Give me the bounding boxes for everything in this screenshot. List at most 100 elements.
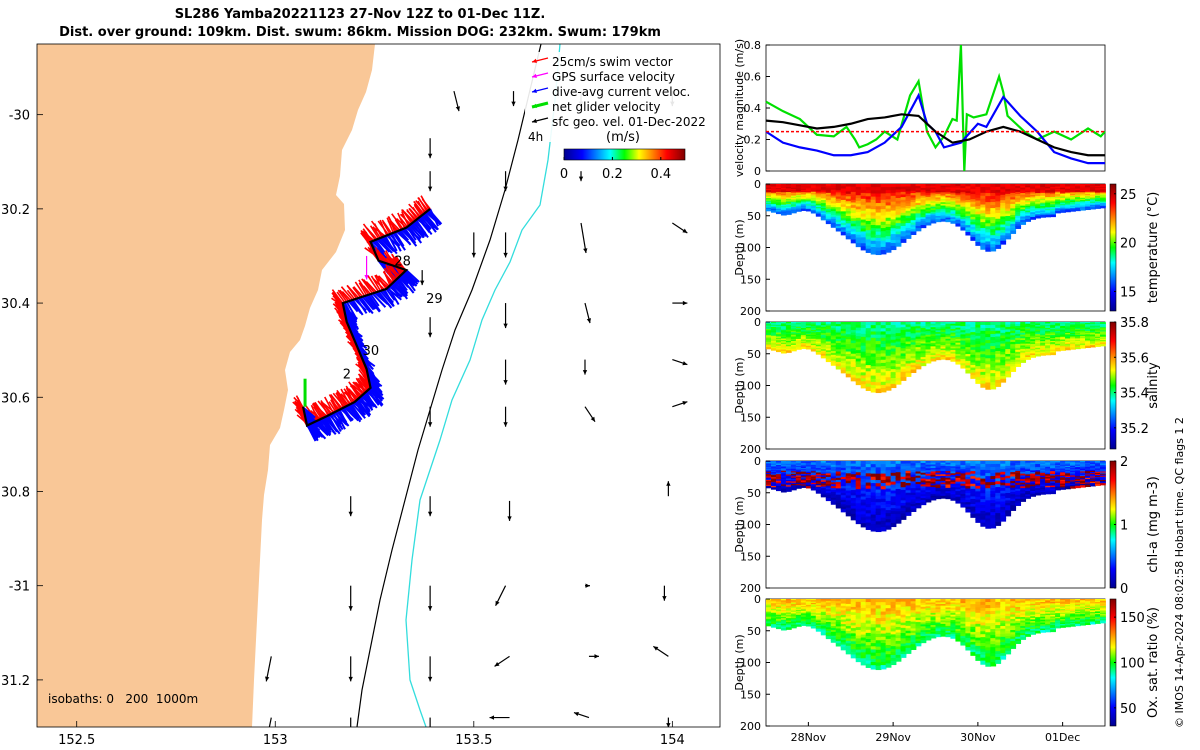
section-cell [885,371,892,376]
section-cell [845,218,852,223]
section-cell [880,527,887,532]
section-cell [850,324,857,329]
section-cell [1020,479,1027,483]
section-cell [1040,189,1046,193]
section-cell [910,224,917,229]
swim-vector [358,377,370,391]
section-cell [880,388,887,393]
section-cell [775,475,782,478]
section-cell [790,348,797,352]
section-cell [945,184,952,187]
section-cell [865,504,872,509]
section-cell [1020,205,1027,209]
section-cell [945,325,952,329]
section-cell [985,467,992,472]
section-cell [1025,351,1032,355]
section-cell [1060,344,1066,348]
section-cell [840,476,847,481]
current-vector [349,299,362,314]
section-cell [845,493,852,497]
section-cell [795,474,802,477]
section-cell [975,189,982,194]
section-cell [1025,482,1032,486]
swim-vector [355,382,364,396]
section-cell [860,327,867,333]
section-cell [870,369,877,374]
section-cell [960,210,967,215]
section-cell [845,351,852,356]
section-cell [980,374,987,379]
section-cell [815,208,822,211]
section-cell [1040,338,1046,341]
section-cell [970,194,977,198]
section-cell [770,200,777,203]
section-cell [980,222,987,227]
section-cell [825,355,832,359]
section-cell [955,487,962,491]
section-cell [1040,197,1046,200]
section-cell [945,327,952,330]
section-cell [860,184,867,189]
section-cell [925,204,932,208]
section-cell [785,463,792,467]
section-cell [785,209,792,213]
section-cell [870,511,877,516]
section-cell [860,375,867,380]
section-cell [915,223,922,228]
section-cell [880,347,887,352]
section-cell [945,190,952,194]
section-cell [990,503,997,508]
section-cell [1010,324,1017,328]
section-cell [810,346,817,349]
sfc-velocity-arrow [427,171,433,192]
section-cell [865,184,872,189]
section-cell [855,367,862,372]
section-cell [875,353,882,359]
section-cell [850,236,857,241]
section-cell [890,245,897,251]
section-cell [860,520,867,525]
section-cell [770,483,777,486]
section-cell [775,193,782,196]
current-vector [398,276,410,288]
section-cell [1020,343,1027,347]
section-cell [945,200,952,204]
section-cell [995,224,1002,229]
sfc-velocity-arrow [653,645,669,657]
swim-vector [336,291,346,303]
section-cell [1040,186,1046,190]
section-cell [1010,463,1017,467]
section-cell [990,364,997,369]
section-cell [895,347,902,352]
section-cell [1085,345,1091,349]
section-cell [985,211,992,216]
section-cell [815,198,822,201]
section-cell [985,346,992,351]
section-cell [1030,467,1037,471]
section-cell [830,341,837,345]
section-cell [970,327,977,331]
section-cell [925,185,932,189]
section-cell [1030,207,1037,211]
section-cell [845,225,852,230]
section-cell [895,519,902,524]
section-cell [1020,498,1027,502]
section-cell [920,331,927,335]
section-cell [965,206,972,211]
section-cell [940,202,947,206]
section-cell [1030,351,1037,355]
section-cell [920,501,927,506]
section-cell [820,333,827,336]
section-cell [880,464,887,469]
section-cell [920,500,927,504]
section-cell [855,461,862,466]
section-cell [910,195,917,199]
section-cell [820,193,827,197]
section-cell [900,324,907,329]
section-cell [980,475,987,480]
section-cell [1060,337,1066,340]
section-cell [925,323,932,327]
section-cell [885,349,892,354]
section-cell [860,216,867,221]
section-cell [1060,324,1066,327]
